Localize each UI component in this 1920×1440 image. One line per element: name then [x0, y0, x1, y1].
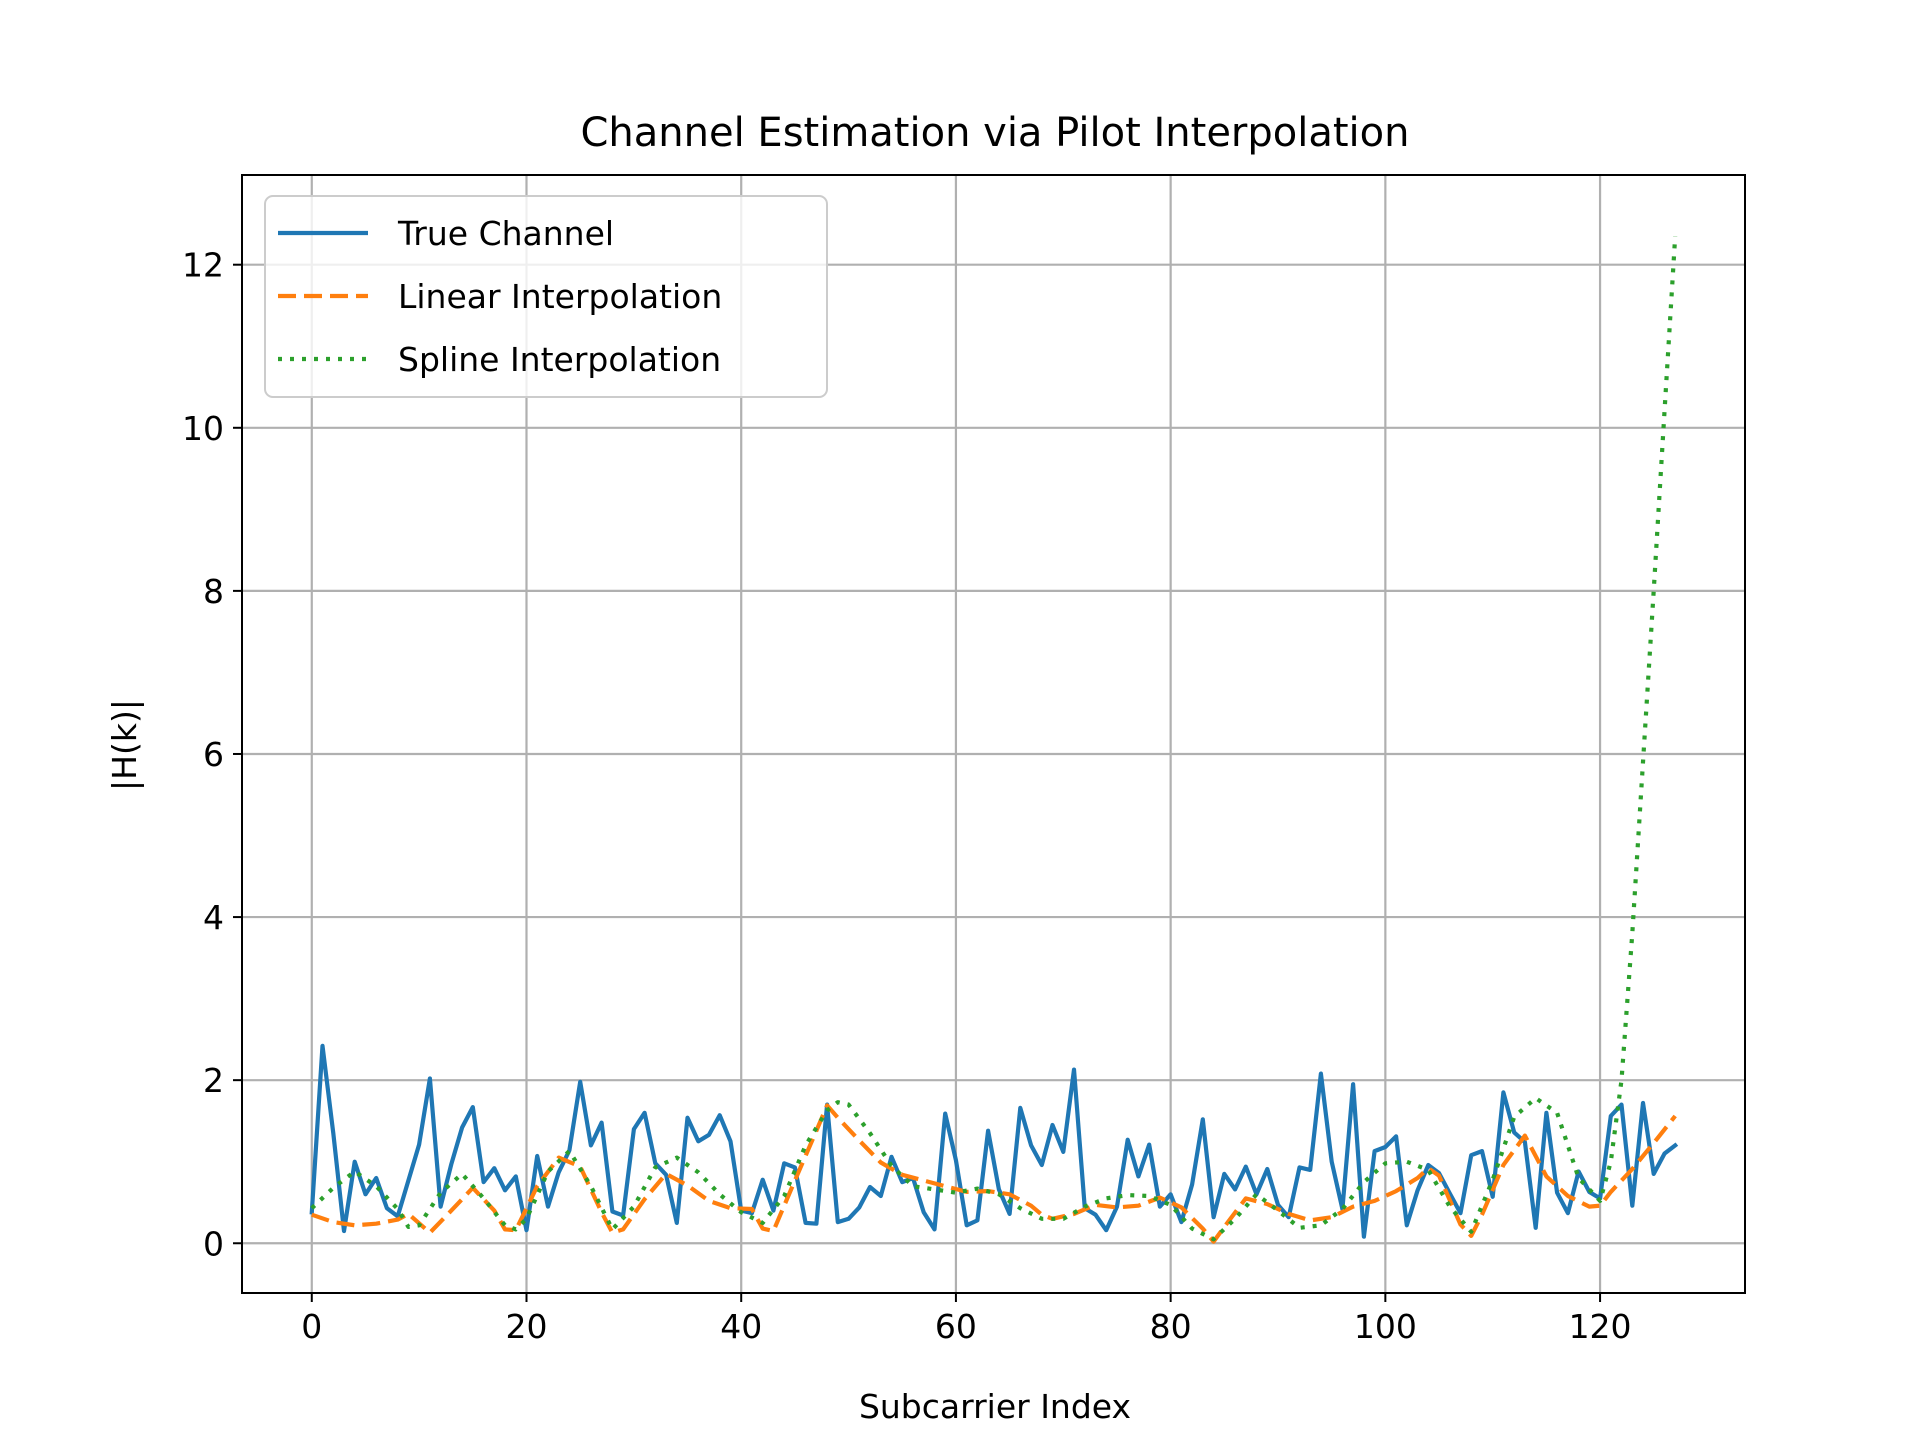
- x-tick-label: 60: [935, 1307, 977, 1346]
- series-line-spline-interpolation: [310, 236, 1678, 1242]
- legend-items: True Channel Linear Interpolation Spline I…: [278, 214, 722, 379]
- legend-label: True Channel: [397, 214, 614, 253]
- legend-box: [264, 195, 828, 398]
- plot-frame: [241, 174, 1746, 1294]
- x-tick-label: 40: [720, 1307, 762, 1346]
- x-tick-label: 100: [1354, 1307, 1417, 1346]
- y-tick-label: 10: [182, 409, 224, 448]
- y-axis-label: |H(k)|: [105, 699, 144, 791]
- y-tick-label: 0: [203, 1224, 224, 1263]
- x-tick-label: 0: [301, 1307, 322, 1346]
- legend-label: Linear Interpolation: [398, 277, 722, 316]
- axis-ticks: 0 20 40 60 80 100 120 0 2 4 6 8 10 12: [182, 246, 1632, 1346]
- x-axis-label: Subcarrier Index: [859, 1387, 1131, 1426]
- series-line-linear-interpolation: [311, 1103, 1677, 1244]
- y-tick-label: 8: [203, 572, 224, 611]
- series-line-true-channel: [309, 1043, 1679, 1239]
- x-tick-label: 20: [505, 1307, 547, 1346]
- y-tick-label: 12: [182, 246, 224, 285]
- y-tick-label: 6: [203, 735, 224, 774]
- plot-lines: [309, 236, 1679, 1244]
- x-tick-label: 80: [1150, 1307, 1192, 1346]
- legend-label: Spline Interpolation: [398, 340, 721, 379]
- legend: True Channel Linear Interpolation Spline I…: [264, 195, 828, 398]
- x-tick-label: 120: [1569, 1307, 1632, 1346]
- chart-title: Channel Estimation via Pilot Interpolati…: [580, 110, 1409, 156]
- y-tick-label: 2: [203, 1061, 224, 1100]
- y-tick-label: 4: [203, 898, 224, 937]
